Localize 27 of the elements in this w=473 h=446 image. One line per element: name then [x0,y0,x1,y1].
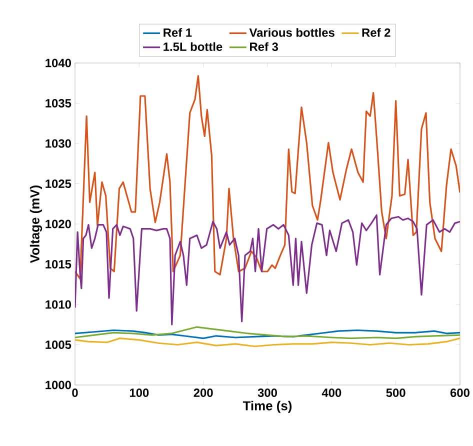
y-tick-label: 1015 [46,260,72,268]
line-series [75,326,460,340]
y-tick-label: 1025 [46,180,72,188]
y-tick-label: 1030 [46,139,71,148]
y-tick-label: 1005 [46,340,72,349]
x-tick-label: 100 [130,388,149,397]
y-tick-label: 1000 [46,380,71,390]
x-tick-label: 600 [450,388,470,397]
line-series [75,75,460,280]
x-tick-label: 200 [194,388,213,397]
y-tick-label: 1040 [46,58,71,68]
y-axis-title: Voltage (mV) [30,186,42,264]
line-series [75,338,460,348]
legend-label: 1.5L bottle [164,42,222,51]
legend-label: Ref 1 [164,28,192,37]
line-series [75,214,460,326]
y-tick-label: 1020 [46,220,71,228]
y-tick-label: 1010 [46,300,71,309]
x-tick-label: 400 [322,388,342,397]
x-tick-label: 0 [72,388,78,397]
legend-label: Various bottles [249,28,334,37]
legend-label: Ref 2 [362,28,390,37]
x-axis-title: Time (s) [242,400,292,413]
x-tick-label: 500 [386,388,406,397]
y-tick-label: 1035 [46,99,72,108]
legend-label: Ref 3 [250,42,278,52]
x-tick-label: 300 [258,388,277,398]
